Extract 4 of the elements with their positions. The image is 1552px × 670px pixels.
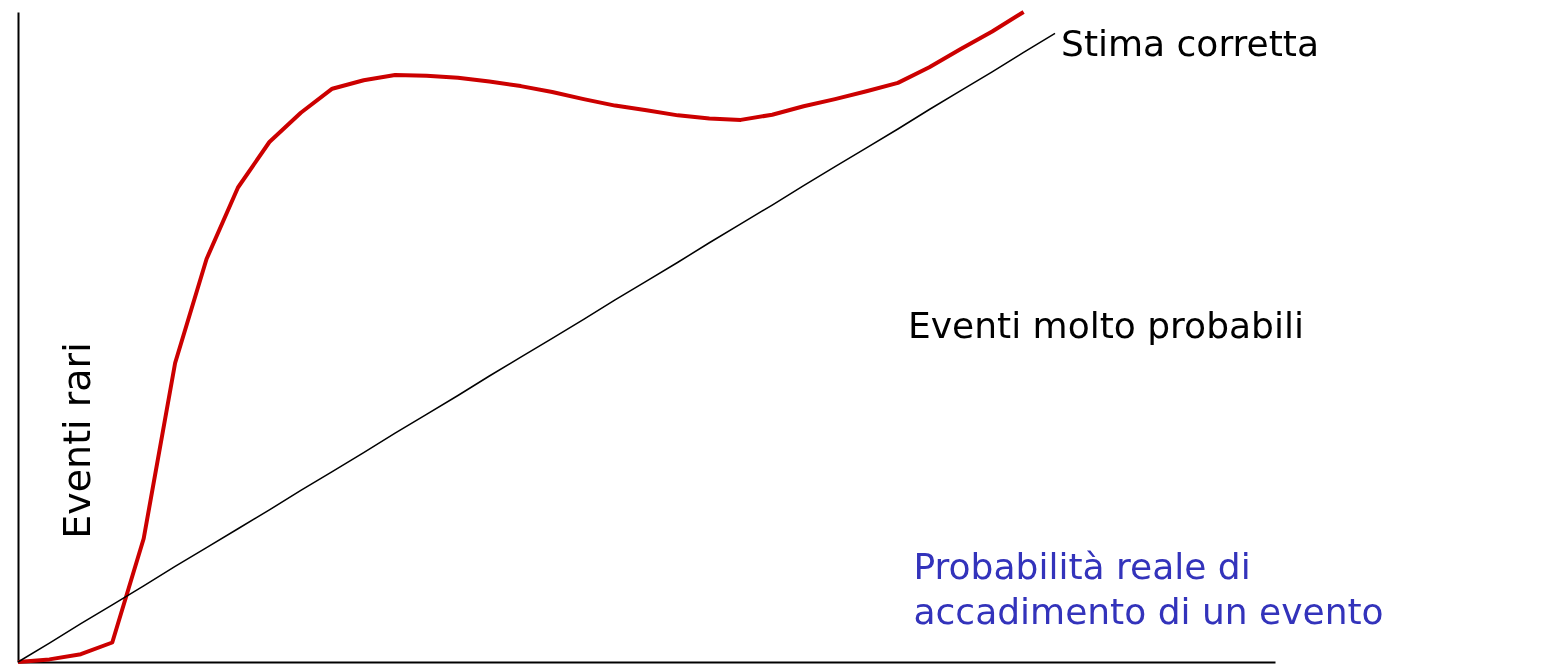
annotation: Eventi molto probabili — [908, 305, 1304, 346]
series-label: Stima corretta — [1061, 23, 1320, 65]
y-axis-title: Eventi rari — [54, 342, 99, 539]
x-axis-title: Probabilità reale di accadimento di un evento — [913, 545, 1384, 632]
